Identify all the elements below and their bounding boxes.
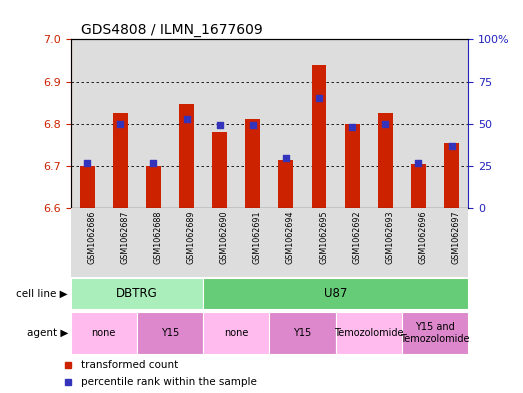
Bar: [369, 208, 402, 277]
Text: GSM1062692: GSM1062692: [352, 210, 361, 264]
Bar: [312, 65, 326, 208]
Bar: [104, 208, 137, 277]
Bar: [245, 119, 260, 208]
Bar: [203, 278, 468, 309]
Text: transformed count: transformed count: [81, 360, 178, 370]
Text: none: none: [92, 328, 116, 338]
Text: Temozolomide: Temozolomide: [334, 328, 403, 338]
Bar: [336, 312, 402, 354]
Bar: [402, 39, 435, 208]
Bar: [302, 208, 336, 277]
Point: [282, 154, 290, 161]
Bar: [435, 208, 468, 277]
Bar: [203, 208, 236, 277]
Point: [348, 124, 356, 130]
Text: Y15: Y15: [293, 328, 312, 338]
Bar: [336, 39, 369, 208]
Bar: [369, 39, 402, 208]
Point: [215, 122, 224, 129]
Point: [149, 160, 157, 166]
Bar: [236, 39, 269, 208]
Bar: [336, 208, 369, 277]
Bar: [146, 166, 161, 208]
Bar: [179, 103, 194, 208]
Bar: [170, 208, 203, 277]
Bar: [411, 164, 426, 208]
Point: [116, 121, 124, 127]
Bar: [302, 39, 336, 208]
Bar: [212, 132, 227, 208]
Text: DBTRG: DBTRG: [116, 287, 158, 300]
Bar: [269, 39, 302, 208]
Bar: [137, 208, 170, 277]
Text: cell line ▶: cell line ▶: [16, 289, 68, 299]
Bar: [71, 278, 203, 309]
Bar: [71, 39, 104, 208]
Text: GSM1062687: GSM1062687: [120, 210, 129, 264]
Text: U87: U87: [324, 287, 347, 300]
Bar: [236, 208, 269, 277]
Text: GSM1062697: GSM1062697: [451, 210, 461, 264]
Text: GSM1062694: GSM1062694: [286, 210, 295, 264]
Text: GSM1062696: GSM1062696: [418, 210, 427, 264]
Text: GSM1062693: GSM1062693: [385, 210, 394, 264]
Bar: [378, 113, 393, 208]
Point: [83, 160, 92, 166]
Text: GSM1062689: GSM1062689: [187, 210, 196, 264]
Bar: [278, 160, 293, 208]
Text: GDS4808 / ILMN_1677609: GDS4808 / ILMN_1677609: [81, 23, 263, 37]
Bar: [402, 208, 435, 277]
Bar: [71, 312, 137, 354]
Text: GSM1062695: GSM1062695: [319, 210, 328, 264]
Bar: [269, 312, 336, 354]
Point: [381, 121, 390, 127]
Bar: [203, 39, 236, 208]
Text: agent ▶: agent ▶: [27, 328, 68, 338]
Text: GSM1062688: GSM1062688: [153, 210, 163, 264]
Text: Y15 and
Temozolomide: Y15 and Temozolomide: [400, 322, 470, 344]
Point: [248, 122, 257, 129]
Text: GSM1062691: GSM1062691: [253, 210, 262, 264]
Text: GSM1062686: GSM1062686: [87, 210, 96, 264]
Text: none: none: [224, 328, 248, 338]
Bar: [104, 39, 137, 208]
Bar: [402, 312, 468, 354]
Bar: [113, 113, 128, 208]
Bar: [137, 312, 203, 354]
Point: [183, 116, 191, 122]
Point: [447, 143, 456, 149]
Point: [315, 95, 323, 101]
Bar: [345, 124, 360, 208]
Text: GSM1062690: GSM1062690: [220, 210, 229, 264]
Bar: [71, 208, 104, 277]
Bar: [137, 39, 170, 208]
Bar: [79, 166, 95, 208]
Bar: [269, 208, 302, 277]
Point: [414, 160, 423, 166]
Text: Y15: Y15: [161, 328, 179, 338]
Text: percentile rank within the sample: percentile rank within the sample: [81, 377, 257, 387]
Bar: [435, 39, 468, 208]
Bar: [444, 143, 459, 208]
Bar: [203, 312, 269, 354]
Bar: [170, 39, 203, 208]
